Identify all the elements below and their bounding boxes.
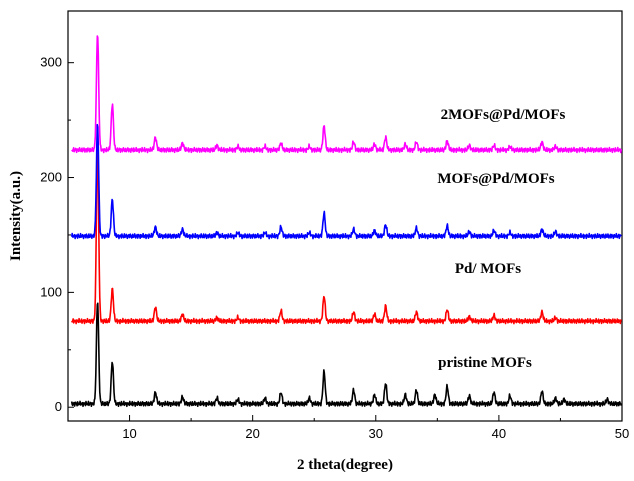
series-label: pristine MOFs [438,355,532,371]
series-labels: pristine MOFs Pd/ MOFs MOFs@Pd/MOFs 2MOFs@P… [437,107,565,371]
x-tick-label: 20 [245,426,259,441]
y-tick-label: 300 [40,55,62,70]
x-tick-label: 10 [122,426,136,441]
series-line [70,302,623,408]
x-axis-title: 2 theta(degree) [297,457,393,473]
y-axis-ticks: 0 100 200 300 [40,55,74,414]
series-label: 2MOFs@Pd/MOFs [441,107,566,123]
x-axis-ticks: 10 20 30 40 50 [122,415,629,441]
y-tick-label: 100 [40,284,62,299]
x-tick-label: 50 [615,426,629,441]
y-tick-label: 200 [40,170,62,185]
series-layer [70,35,623,408]
y-tick-label: 0 [55,399,62,414]
x-tick-label: 40 [492,426,506,441]
series-line [70,123,622,240]
series-label: MOFs@Pd/MOFs [437,171,554,187]
plot-frame [67,10,623,422]
y-axis-title: Intensity(a.u.) [8,171,24,261]
series-line [70,144,622,325]
series-line [71,35,623,154]
x-tick-label: 30 [369,426,383,441]
series-label: Pd/ MOFs [455,261,521,277]
